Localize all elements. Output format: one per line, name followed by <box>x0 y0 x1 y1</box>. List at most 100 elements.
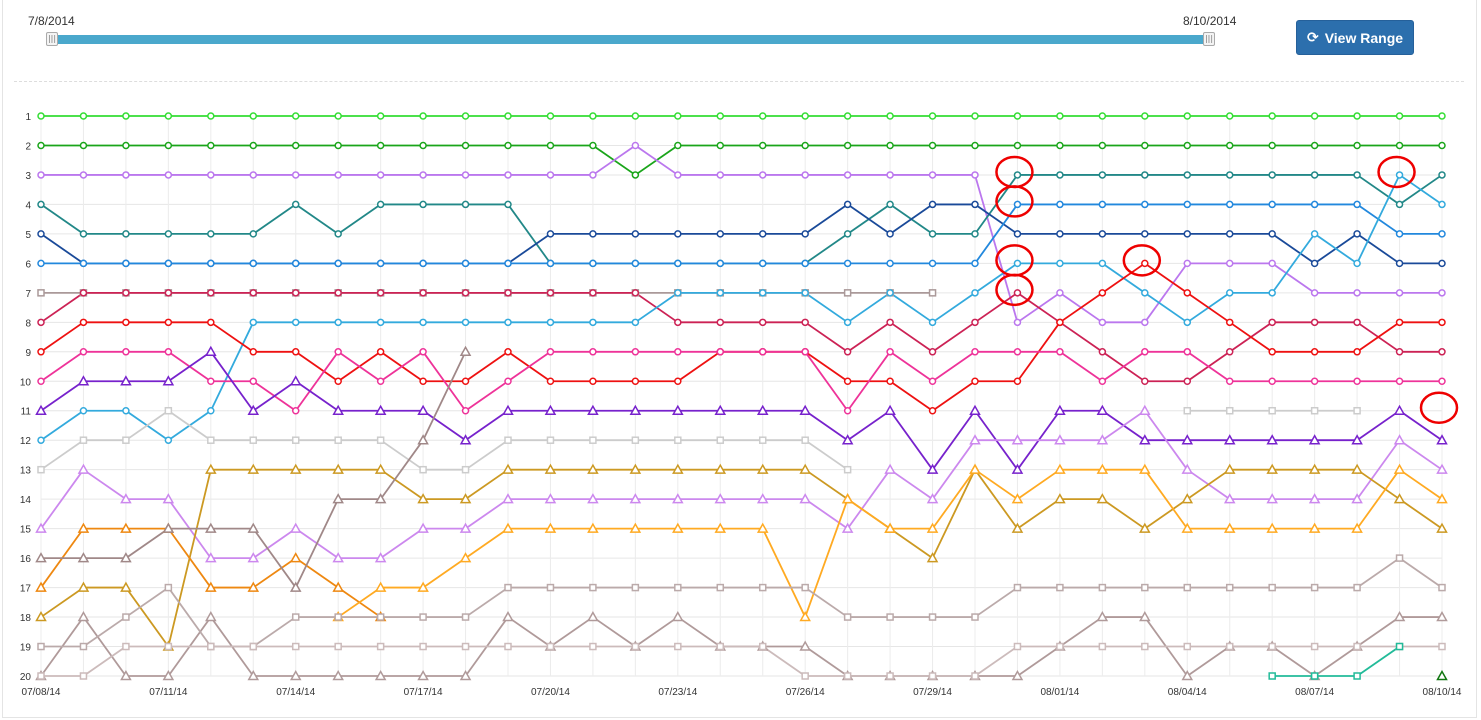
data-point <box>247 669 260 681</box>
data-point <box>587 522 599 533</box>
view-range-button[interactable]: ⟳ View Range <box>1296 20 1414 55</box>
data-point <box>1310 672 1319 680</box>
data-point <box>249 377 258 386</box>
data-point <box>841 493 854 504</box>
data-point <box>291 318 300 327</box>
data-point <box>459 522 472 533</box>
data-point <box>971 141 979 150</box>
data-point <box>417 669 429 681</box>
data-point <box>1056 112 1064 120</box>
data-point <box>417 493 429 504</box>
data-point <box>120 493 132 504</box>
data-point <box>502 611 514 622</box>
y-tick-label: 17 <box>20 584 32 595</box>
data-point <box>971 200 979 209</box>
data-point <box>1183 583 1192 592</box>
data-point <box>1183 289 1192 297</box>
data-point <box>332 463 344 474</box>
data-point <box>716 112 725 120</box>
highlight-circle <box>1122 244 1162 277</box>
data-point <box>120 581 132 592</box>
data-point <box>504 318 512 327</box>
data-point <box>289 522 302 533</box>
data-point <box>504 171 512 179</box>
data-point <box>291 200 300 209</box>
data-point <box>205 611 217 622</box>
data-point <box>674 583 682 592</box>
data-point <box>1436 522 1448 533</box>
series-line <box>41 144 1442 324</box>
data-point <box>546 348 555 356</box>
y-tick-label: 1 <box>25 112 31 123</box>
data-point <box>841 434 854 445</box>
data-point <box>546 289 555 297</box>
data-point <box>716 141 725 150</box>
range-end-handle[interactable]: ||| <box>1203 32 1215 46</box>
data-point <box>1310 406 1319 415</box>
data-point <box>1268 348 1276 356</box>
data-point <box>502 404 514 415</box>
data-point <box>716 583 725 592</box>
data-point <box>205 463 217 474</box>
data-point <box>502 463 514 474</box>
y-tick-label: 15 <box>20 525 32 536</box>
data-point <box>674 112 682 120</box>
data-point <box>1225 348 1234 356</box>
data-point <box>164 406 173 415</box>
data-point <box>1268 377 1276 386</box>
data-point <box>247 552 260 563</box>
data-point <box>1141 200 1149 209</box>
data-point <box>504 642 512 651</box>
data-point <box>419 642 427 651</box>
data-point <box>1098 318 1107 327</box>
data-point <box>332 404 344 415</box>
data-point <box>419 171 427 179</box>
data-point <box>801 672 809 680</box>
data-point <box>1351 493 1363 504</box>
data-point <box>926 552 939 563</box>
data-point <box>504 259 512 268</box>
range-start-handle[interactable]: ||| <box>46 32 58 46</box>
data-point <box>374 581 387 592</box>
data-point <box>546 112 555 120</box>
data-point <box>1353 348 1361 356</box>
data-point <box>886 318 894 327</box>
highlight-circle <box>995 155 1034 189</box>
date-range-slider[interactable] <box>51 35 1210 44</box>
series-line <box>41 144 1442 176</box>
data-point <box>1098 259 1107 268</box>
data-point <box>459 669 472 681</box>
data-point <box>971 672 979 680</box>
data-point <box>461 406 470 415</box>
data-point <box>419 377 427 386</box>
data-point <box>1438 377 1446 386</box>
data-point <box>79 318 88 327</box>
data-point <box>1395 642 1404 651</box>
data-point <box>1438 583 1446 592</box>
data-point <box>79 436 88 444</box>
data-point <box>1225 377 1234 386</box>
data-point <box>1438 348 1446 356</box>
data-point <box>886 112 894 120</box>
data-point <box>1225 112 1234 120</box>
data-point <box>971 377 979 386</box>
data-point <box>207 259 215 268</box>
data-point <box>674 141 682 150</box>
data-point <box>1056 259 1064 268</box>
data-point <box>971 230 979 238</box>
data-point <box>1310 289 1319 297</box>
data-point <box>1056 583 1064 592</box>
data-point <box>1141 141 1149 150</box>
data-point <box>247 463 260 474</box>
data-point <box>1395 171 1404 179</box>
data-point <box>1438 230 1446 238</box>
data-point <box>1139 463 1151 474</box>
data-point <box>1183 200 1192 209</box>
data-point <box>716 642 725 651</box>
data-point <box>1181 669 1194 681</box>
data-point <box>1225 583 1234 592</box>
data-point <box>716 348 725 356</box>
data-point <box>589 583 597 592</box>
data-point <box>589 259 597 268</box>
data-point <box>249 642 258 651</box>
